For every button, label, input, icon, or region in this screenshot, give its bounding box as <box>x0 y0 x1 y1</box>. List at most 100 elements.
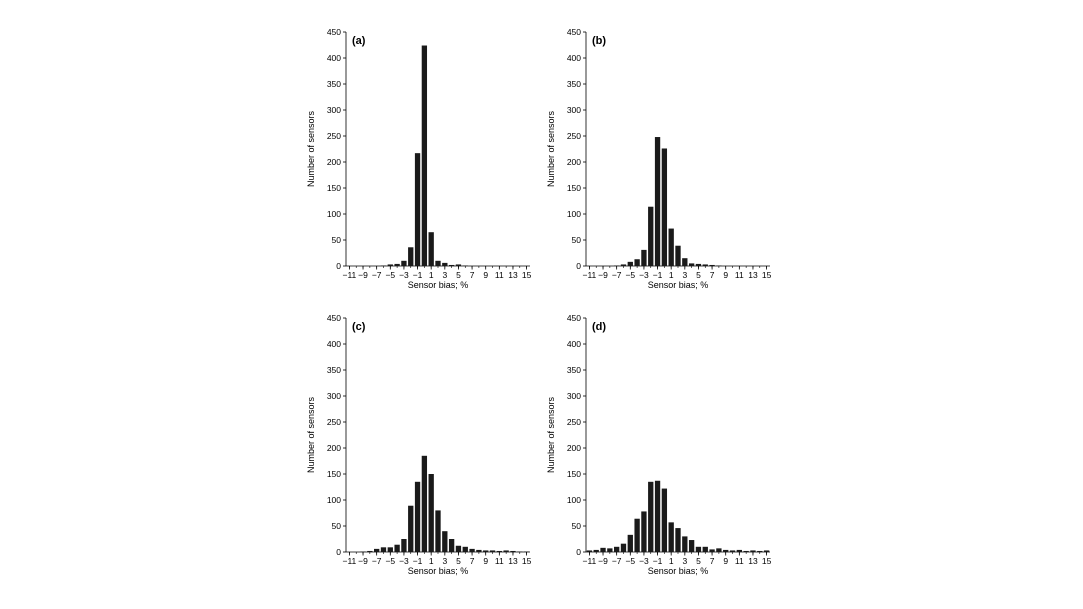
y-tick-label: 100 <box>567 495 581 505</box>
x-axis-title: Sensor bias; % <box>648 566 709 576</box>
histogram-bar <box>408 505 414 552</box>
histogram-bar <box>394 544 400 552</box>
histogram-bar <box>736 549 742 552</box>
x-tick-label: −7 <box>372 270 382 280</box>
x-tick-label: −5 <box>385 270 395 280</box>
histogram-bar <box>503 550 509 552</box>
histogram-bar <box>455 264 462 266</box>
y-tick-label: 50 <box>572 235 582 245</box>
histogram-bar <box>421 45 428 266</box>
x-tick-label: −3 <box>399 556 409 566</box>
histogram-bar <box>607 548 613 552</box>
x-tick-label: 1 <box>669 270 674 280</box>
y-tick-label: 350 <box>567 365 581 375</box>
histogram-bar <box>702 546 708 552</box>
histogram-bar <box>654 137 661 266</box>
x-tick-label: 3 <box>682 556 687 566</box>
x-tick-label: −7 <box>372 556 382 566</box>
histogram-bar <box>462 265 468 266</box>
histogram-bar <box>757 550 763 552</box>
x-tick-label: 11 <box>735 270 744 280</box>
x-tick-label: −1 <box>413 556 423 566</box>
x-tick-label: 11 <box>495 556 504 566</box>
x-tick-label: −5 <box>625 556 635 566</box>
histogram-bar <box>428 474 434 552</box>
y-tick-label: 450 <box>327 27 341 37</box>
y-tick-label: 50 <box>332 521 342 531</box>
x-axis-title: Sensor bias; % <box>648 280 709 290</box>
y-tick-label: 350 <box>567 79 581 89</box>
y-tick-label: 200 <box>567 443 581 453</box>
histogram-bar <box>435 510 441 552</box>
histogram-bar <box>401 260 407 266</box>
y-tick-label: 250 <box>327 417 341 427</box>
histogram-bar <box>688 540 695 552</box>
histogram-bar <box>675 528 681 552</box>
y-axis-title: Number of sensors <box>306 110 316 187</box>
x-tick-label: 9 <box>723 270 728 280</box>
x-tick-label: 15 <box>762 556 772 566</box>
x-tick-label: −1 <box>653 556 663 566</box>
histogram-bar <box>627 261 633 266</box>
x-tick-label: −5 <box>625 270 635 280</box>
x-tick-label: 7 <box>470 556 475 566</box>
x-tick-label: 9 <box>483 556 488 566</box>
histogram-bar <box>654 480 661 552</box>
histogram-bar <box>414 481 421 552</box>
histogram-bar <box>374 548 380 552</box>
x-tick-label: −7 <box>612 556 622 566</box>
x-tick-label: −9 <box>358 556 368 566</box>
histogram-bar <box>476 549 482 552</box>
histogram-bar <box>614 546 620 552</box>
panel-label-c: (c) <box>352 321 366 333</box>
x-tick-label: 13 <box>508 270 518 280</box>
y-tick-label: 400 <box>327 53 341 63</box>
y-axis-title: Number of sensors <box>546 110 556 187</box>
histogram-bar <box>614 265 620 266</box>
y-tick-label: 300 <box>327 105 341 115</box>
y-tick-label: 400 <box>327 339 341 349</box>
x-tick-label: 3 <box>442 270 447 280</box>
y-tick-label: 100 <box>567 209 581 219</box>
y-tick-label: 300 <box>567 391 581 401</box>
x-tick-label: 3 <box>442 556 447 566</box>
x-tick-label: 5 <box>456 556 461 566</box>
histogram-bar <box>743 550 749 552</box>
histogram-bar <box>380 547 387 552</box>
x-tick-label: 11 <box>735 556 744 566</box>
y-tick-label: 0 <box>336 261 341 271</box>
panel-label-b: (b) <box>592 35 606 47</box>
y-tick-label: 350 <box>327 365 341 375</box>
x-tick-label: 7 <box>710 270 715 280</box>
x-tick-label: 1 <box>669 556 674 566</box>
histogram-bar <box>401 539 407 552</box>
x-tick-label: −1 <box>413 270 423 280</box>
histogram-bar <box>682 536 688 552</box>
x-tick-label: 13 <box>748 270 758 280</box>
histogram-bar <box>627 534 633 552</box>
histogram-bar <box>448 539 455 552</box>
histogram-bar <box>702 264 708 266</box>
histogram-bar <box>668 522 674 552</box>
y-tick-label: 300 <box>567 105 581 115</box>
y-tick-label: 200 <box>567 157 581 167</box>
histogram-bar <box>675 245 681 266</box>
y-tick-label: 400 <box>567 339 581 349</box>
x-tick-label: −11 <box>583 270 597 280</box>
histogram-bar <box>641 249 647 266</box>
x-tick-label: 5 <box>696 270 701 280</box>
x-axis-title: Sensor bias; % <box>408 280 469 290</box>
x-tick-label: −3 <box>639 270 649 280</box>
y-tick-label: 350 <box>327 79 341 89</box>
chart-panel-a: 0 50 100 150 200 250 300 350 400 450 −11 −9 −7 −5 −3 −1… <box>300 24 540 296</box>
histogram-bar <box>729 550 736 552</box>
x-tick-label: 15 <box>762 270 772 280</box>
histogram-bar <box>360 551 366 552</box>
x-tick-label: −11 <box>343 270 357 280</box>
y-tick-label: 0 <box>336 547 341 557</box>
y-tick-label: 50 <box>572 521 582 531</box>
y-tick-label: 300 <box>327 391 341 401</box>
